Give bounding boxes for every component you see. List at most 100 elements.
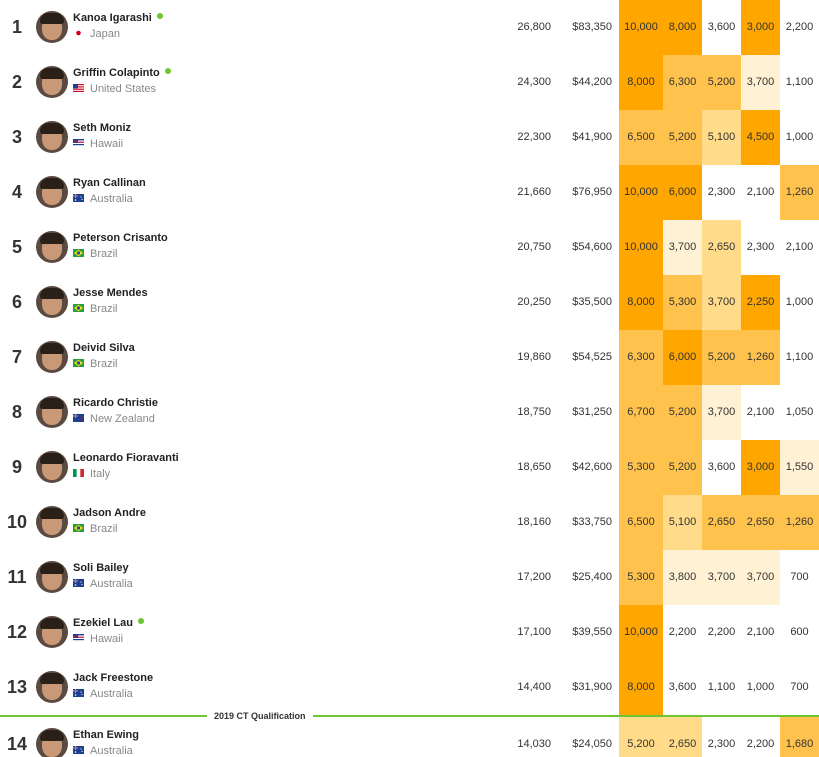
total-points: 24,300: [517, 76, 551, 88]
event-result-cell: 5,200: [702, 330, 741, 385]
event-result-cell: 5,200: [663, 385, 702, 440]
avatar[interactable]: [36, 728, 68, 757]
avatar[interactable]: [36, 286, 68, 318]
country-name: Australia: [90, 578, 133, 590]
rank-number: 3: [11, 127, 22, 147]
surfer-name: Ryan Callinan: [73, 177, 146, 189]
surfer-name-link[interactable]: Griffin Colapinto: [73, 67, 171, 79]
avatar[interactable]: [36, 451, 68, 483]
rank-number: 5: [11, 237, 22, 257]
surfer-name-link[interactable]: Ryan Callinan: [73, 177, 146, 189]
prize-money: $35,500: [572, 296, 612, 308]
surfer-name-link[interactable]: Jack Freestone: [73, 672, 153, 684]
ranking-row[interactable]: 6,500 5,200 5,100 4,500 1,000 3 Seth Moniz Hawa…: [0, 110, 819, 165]
total-points: 14,030: [517, 738, 551, 750]
prize-money: $31,900: [572, 681, 612, 693]
prize-money: $41,900: [572, 131, 612, 143]
surfer-name-link[interactable]: Seth Moniz: [73, 122, 131, 134]
ranking-row[interactable]: 10,000 3,700 2,650 2,300 2,100 5 Peterson Cris…: [0, 220, 819, 275]
avatar[interactable]: [36, 341, 68, 373]
avatar[interactable]: [36, 66, 68, 98]
rank-number: 10: [6, 512, 28, 532]
event-result-cell: 1,100: [702, 660, 741, 715]
ranking-row[interactable]: 5,300 3,800 3,700 3,700 700 11 Soli Bailey Aust…: [0, 550, 819, 605]
ranking-row[interactable]: 6,700 5,200 3,700 2,100 1,050 8 Ricardo Christ…: [0, 385, 819, 440]
country-name: Brazil: [90, 303, 118, 315]
country: Hawaii: [73, 633, 123, 645]
ranking-row[interactable]: 10,000 6,000 2,300 2,100 1,260 4 Ryan Callinan…: [0, 165, 819, 220]
event-result-cell: 4,500: [741, 110, 780, 165]
japan-flag-icon: [73, 28, 84, 37]
surfer-name-link[interactable]: Ezekiel Lau: [73, 617, 144, 629]
prize-money: $33,750: [572, 516, 612, 528]
avatar[interactable]: [36, 396, 68, 428]
surfer-name-link[interactable]: Ethan Ewing: [73, 729, 139, 741]
qualification-divider: [0, 715, 819, 717]
avatar[interactable]: [36, 616, 68, 648]
ranking-row[interactable]: 5,200 2,650 2,300 2,200 1,680 14 Ethan Ewing Au…: [0, 717, 819, 757]
event-result-cell: 600: [780, 605, 819, 660]
avatar[interactable]: [36, 671, 68, 703]
ranking-row[interactable]: 8,000 5,300 3,700 2,250 1,000 6 Jesse Mendes Br…: [0, 275, 819, 330]
prize-money: $31,250: [572, 406, 612, 418]
event-result-cell: 2,100: [741, 605, 780, 660]
avatar[interactable]: [36, 231, 68, 263]
event-result-cell: 10,000: [619, 165, 663, 220]
total-points: 17,200: [517, 571, 551, 583]
event-result-cell: 5,300: [619, 550, 663, 605]
country: Brazil: [73, 303, 118, 315]
surfer-name: Griffin Colapinto: [73, 67, 160, 79]
avatar[interactable]: [36, 11, 68, 43]
country: Australia: [73, 193, 133, 205]
surfer-name-link[interactable]: Jesse Mendes: [73, 287, 148, 299]
event-result-cell: 3,600: [663, 660, 702, 715]
surfer-name-link[interactable]: Peterson Crisanto: [73, 232, 168, 244]
ranking-row[interactable]: 5,300 5,200 3,600 3,000 1,550 9 Leonardo Fiora…: [0, 440, 819, 495]
event-result-cell: 2,650: [663, 717, 702, 757]
avatar[interactable]: [36, 121, 68, 153]
event-result-cell: 5,300: [663, 275, 702, 330]
country: Brazil: [73, 358, 118, 370]
event-result-cell: 1,260: [780, 165, 819, 220]
surfer-name-link[interactable]: Soli Bailey: [73, 562, 129, 574]
ranking-row[interactable]: 8,000 6,300 5,200 3,700 1,100 2 Griffin Colapi…: [0, 55, 819, 110]
country-name: Brazil: [90, 248, 118, 260]
ranking-row[interactable]: 6,300 6,000 5,200 1,260 1,100 7 Deivid Silva Br…: [0, 330, 819, 385]
country-name: Brazil: [90, 358, 118, 370]
prize-money: $24,050: [572, 738, 612, 750]
surfer-name-link[interactable]: Ricardo Christie: [73, 397, 158, 409]
event-result-cell: 6,300: [619, 330, 663, 385]
brazil-flag-icon: [73, 358, 84, 367]
event-result-cell: 3,700: [702, 385, 741, 440]
event-result-cell: 6,300: [663, 55, 702, 110]
surfer-name: Jesse Mendes: [73, 287, 148, 299]
avatar[interactable]: [36, 506, 68, 538]
country-name: Brazil: [90, 523, 118, 535]
country: Australia: [73, 578, 133, 590]
surfer-name-link[interactable]: Jadson Andre: [73, 507, 146, 519]
avatar[interactable]: [36, 561, 68, 593]
country-name: Australia: [90, 745, 133, 757]
event-result-cell: 1,000: [780, 275, 819, 330]
rank-number: 6: [11, 292, 22, 312]
online-status-icon: [156, 13, 163, 19]
event-result-cell: 2,650: [702, 495, 741, 550]
ranking-row[interactable]: 6,500 5,100 2,650 2,650 1,260 10 Jadson Andre B…: [0, 495, 819, 550]
brazil-flag-icon: [73, 248, 84, 257]
rank-number: 11: [7, 567, 27, 587]
surfer-name: Ricardo Christie: [73, 397, 158, 409]
ranking-row[interactable]: 8,000 3,600 1,100 1,000 700 13 Jack Freestone A…: [0, 660, 819, 715]
event-result-cell: 2,200: [702, 605, 741, 660]
total-points: 26,800: [517, 21, 551, 33]
ranking-row[interactable]: 10,000 2,200 2,200 2,100 600 12 Ezekiel Lau Haw…: [0, 605, 819, 660]
ranking-row[interactable]: 10,000 8,000 3,600 3,000 2,200 1 Kanoa Igarash…: [0, 0, 819, 55]
avatar[interactable]: [36, 176, 68, 208]
country-name: Australia: [90, 193, 133, 205]
event-result-cell: 3,000: [741, 0, 780, 55]
country-name: Japan: [90, 28, 120, 40]
total-points: 18,750: [517, 406, 551, 418]
surfer-name-link[interactable]: Leonardo Fioravanti: [73, 452, 179, 464]
surfer-name-link[interactable]: Deivid Silva: [73, 342, 135, 354]
country: Brazil: [73, 523, 118, 535]
surfer-name-link[interactable]: Kanoa Igarashi: [73, 12, 163, 24]
